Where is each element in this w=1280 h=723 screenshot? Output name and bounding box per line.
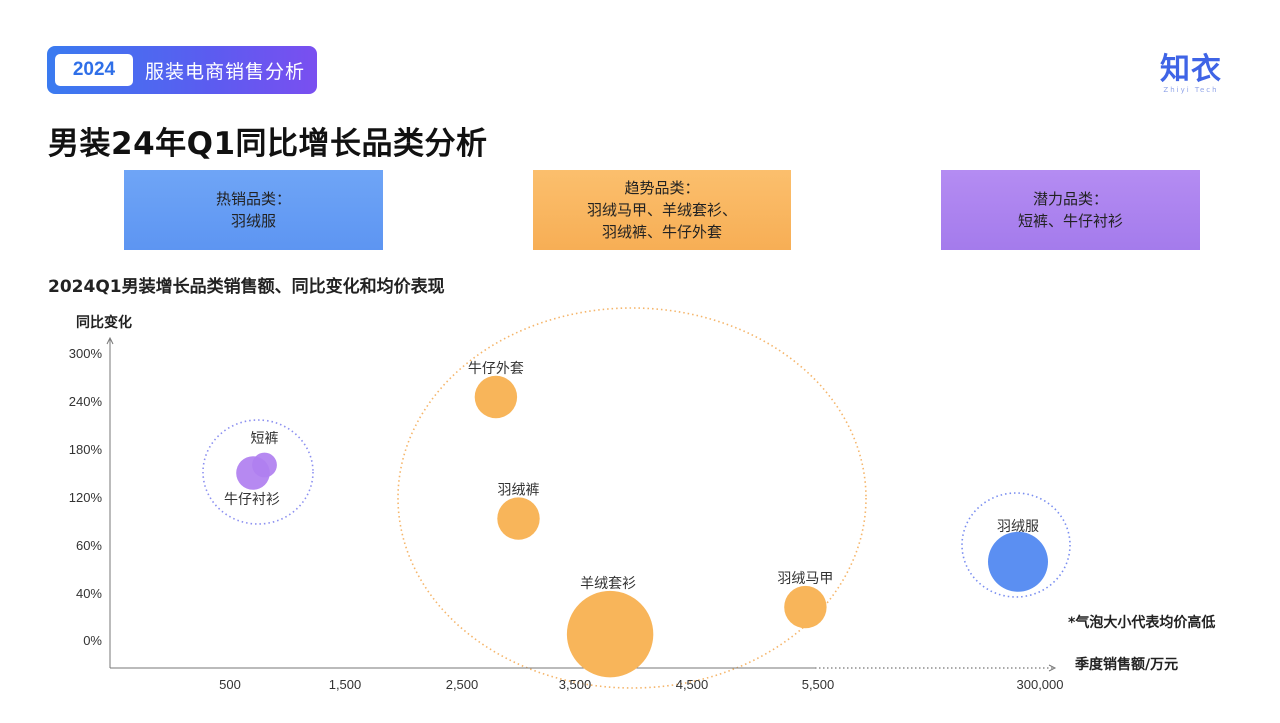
y-tick-label: 240% — [69, 394, 103, 409]
potential-category-items: 短裤、牛仔衬衫 — [1017, 212, 1123, 230]
bubble-label: 羽绒服 — [997, 519, 1039, 535]
bubble-羽绒马甲 — [784, 585, 827, 629]
trend-category-heading: 趋势品类： — [624, 179, 700, 197]
bubble-size-note: *气泡大小代表均价高低 — [1068, 614, 1215, 631]
x-tick-label: 4,500 — [676, 677, 709, 692]
report-title: 服装电商销售分析 — [145, 60, 306, 83]
y-tick-label: 120% — [69, 490, 103, 505]
y-tick-label: 0% — [83, 633, 102, 648]
potential-category-heading: 潜力品类： — [1032, 190, 1108, 208]
bubble-label: 羊绒套衫 — [580, 576, 636, 592]
brand-logo: 知衣 Zhiyi Tech — [1160, 44, 1222, 94]
bubble-羊绒套衫 — [566, 590, 654, 678]
x-axis-arrow — [1048, 664, 1057, 672]
bubble-牛仔衬衫 — [236, 456, 270, 490]
hot-category-items: 羽绒服 — [230, 212, 276, 230]
x-tick-label: 2,500 — [446, 677, 479, 692]
hot-category-heading: 热销品类： — [215, 190, 291, 208]
chart-title: 2024Q1男装增长品类销售额、同比变化和均价表现 — [48, 277, 445, 297]
y-tick-label: 300% — [69, 346, 103, 361]
trend-category-items-line1: 羽绒马甲、羊绒套衫、 — [586, 201, 737, 219]
hot-category-box: 热销品类： 羽绒服 — [124, 170, 383, 250]
hot-group-outline — [961, 492, 1071, 598]
bubble-label: 羽绒裤 — [498, 483, 540, 499]
y-tick-label: 40% — [76, 586, 102, 601]
y-tick-label: 60% — [76, 538, 102, 553]
x-tick-label: 300,000 — [1017, 677, 1064, 692]
x-tick-label: 5,500 — [802, 677, 835, 692]
x-tick-label: 1,500 — [329, 677, 362, 692]
bubble-label: 牛仔衬衫 — [224, 492, 280, 508]
potential-category-box: 潜力品类： 短裤、牛仔衬衫 — [941, 170, 1200, 250]
logo-text: 知衣 — [1160, 52, 1222, 87]
trend-category-box: 趋势品类： 羽绒马甲、羊绒套衫、 羽绒裤、牛仔外套 — [533, 170, 791, 250]
bubble-牛仔外套 — [474, 375, 518, 419]
x-axis-title: 季度销售额/万元 — [1074, 656, 1178, 673]
y-axis-arrow — [106, 336, 114, 345]
trend-group-outline — [397, 307, 867, 689]
bubble-羽绒服 — [988, 531, 1048, 592]
y-axis-title: 同比变化 — [76, 314, 132, 331]
bubble-label: 羽绒马甲 — [777, 571, 833, 587]
potential-group-outline — [202, 419, 314, 525]
y-tick-label: 180% — [69, 442, 103, 457]
bubble-羽绒裤 — [497, 497, 540, 540]
logo-subtext: Zhiyi Tech — [1163, 86, 1219, 94]
year-tag: 2024 — [55, 54, 133, 86]
bubble-label: 牛仔外套 — [468, 361, 524, 377]
header-badge: 2024 服装电商销售分析 — [47, 46, 317, 94]
bubble-label: 短裤 — [251, 431, 279, 447]
x-tick-label: 3,500 — [559, 677, 592, 692]
x-tick-label: 500 — [219, 677, 241, 692]
trend-category-items-line2: 羽绒裤、牛仔外套 — [601, 223, 722, 241]
page-title: 男装24年Q1同比增长品类分析 — [48, 126, 488, 162]
